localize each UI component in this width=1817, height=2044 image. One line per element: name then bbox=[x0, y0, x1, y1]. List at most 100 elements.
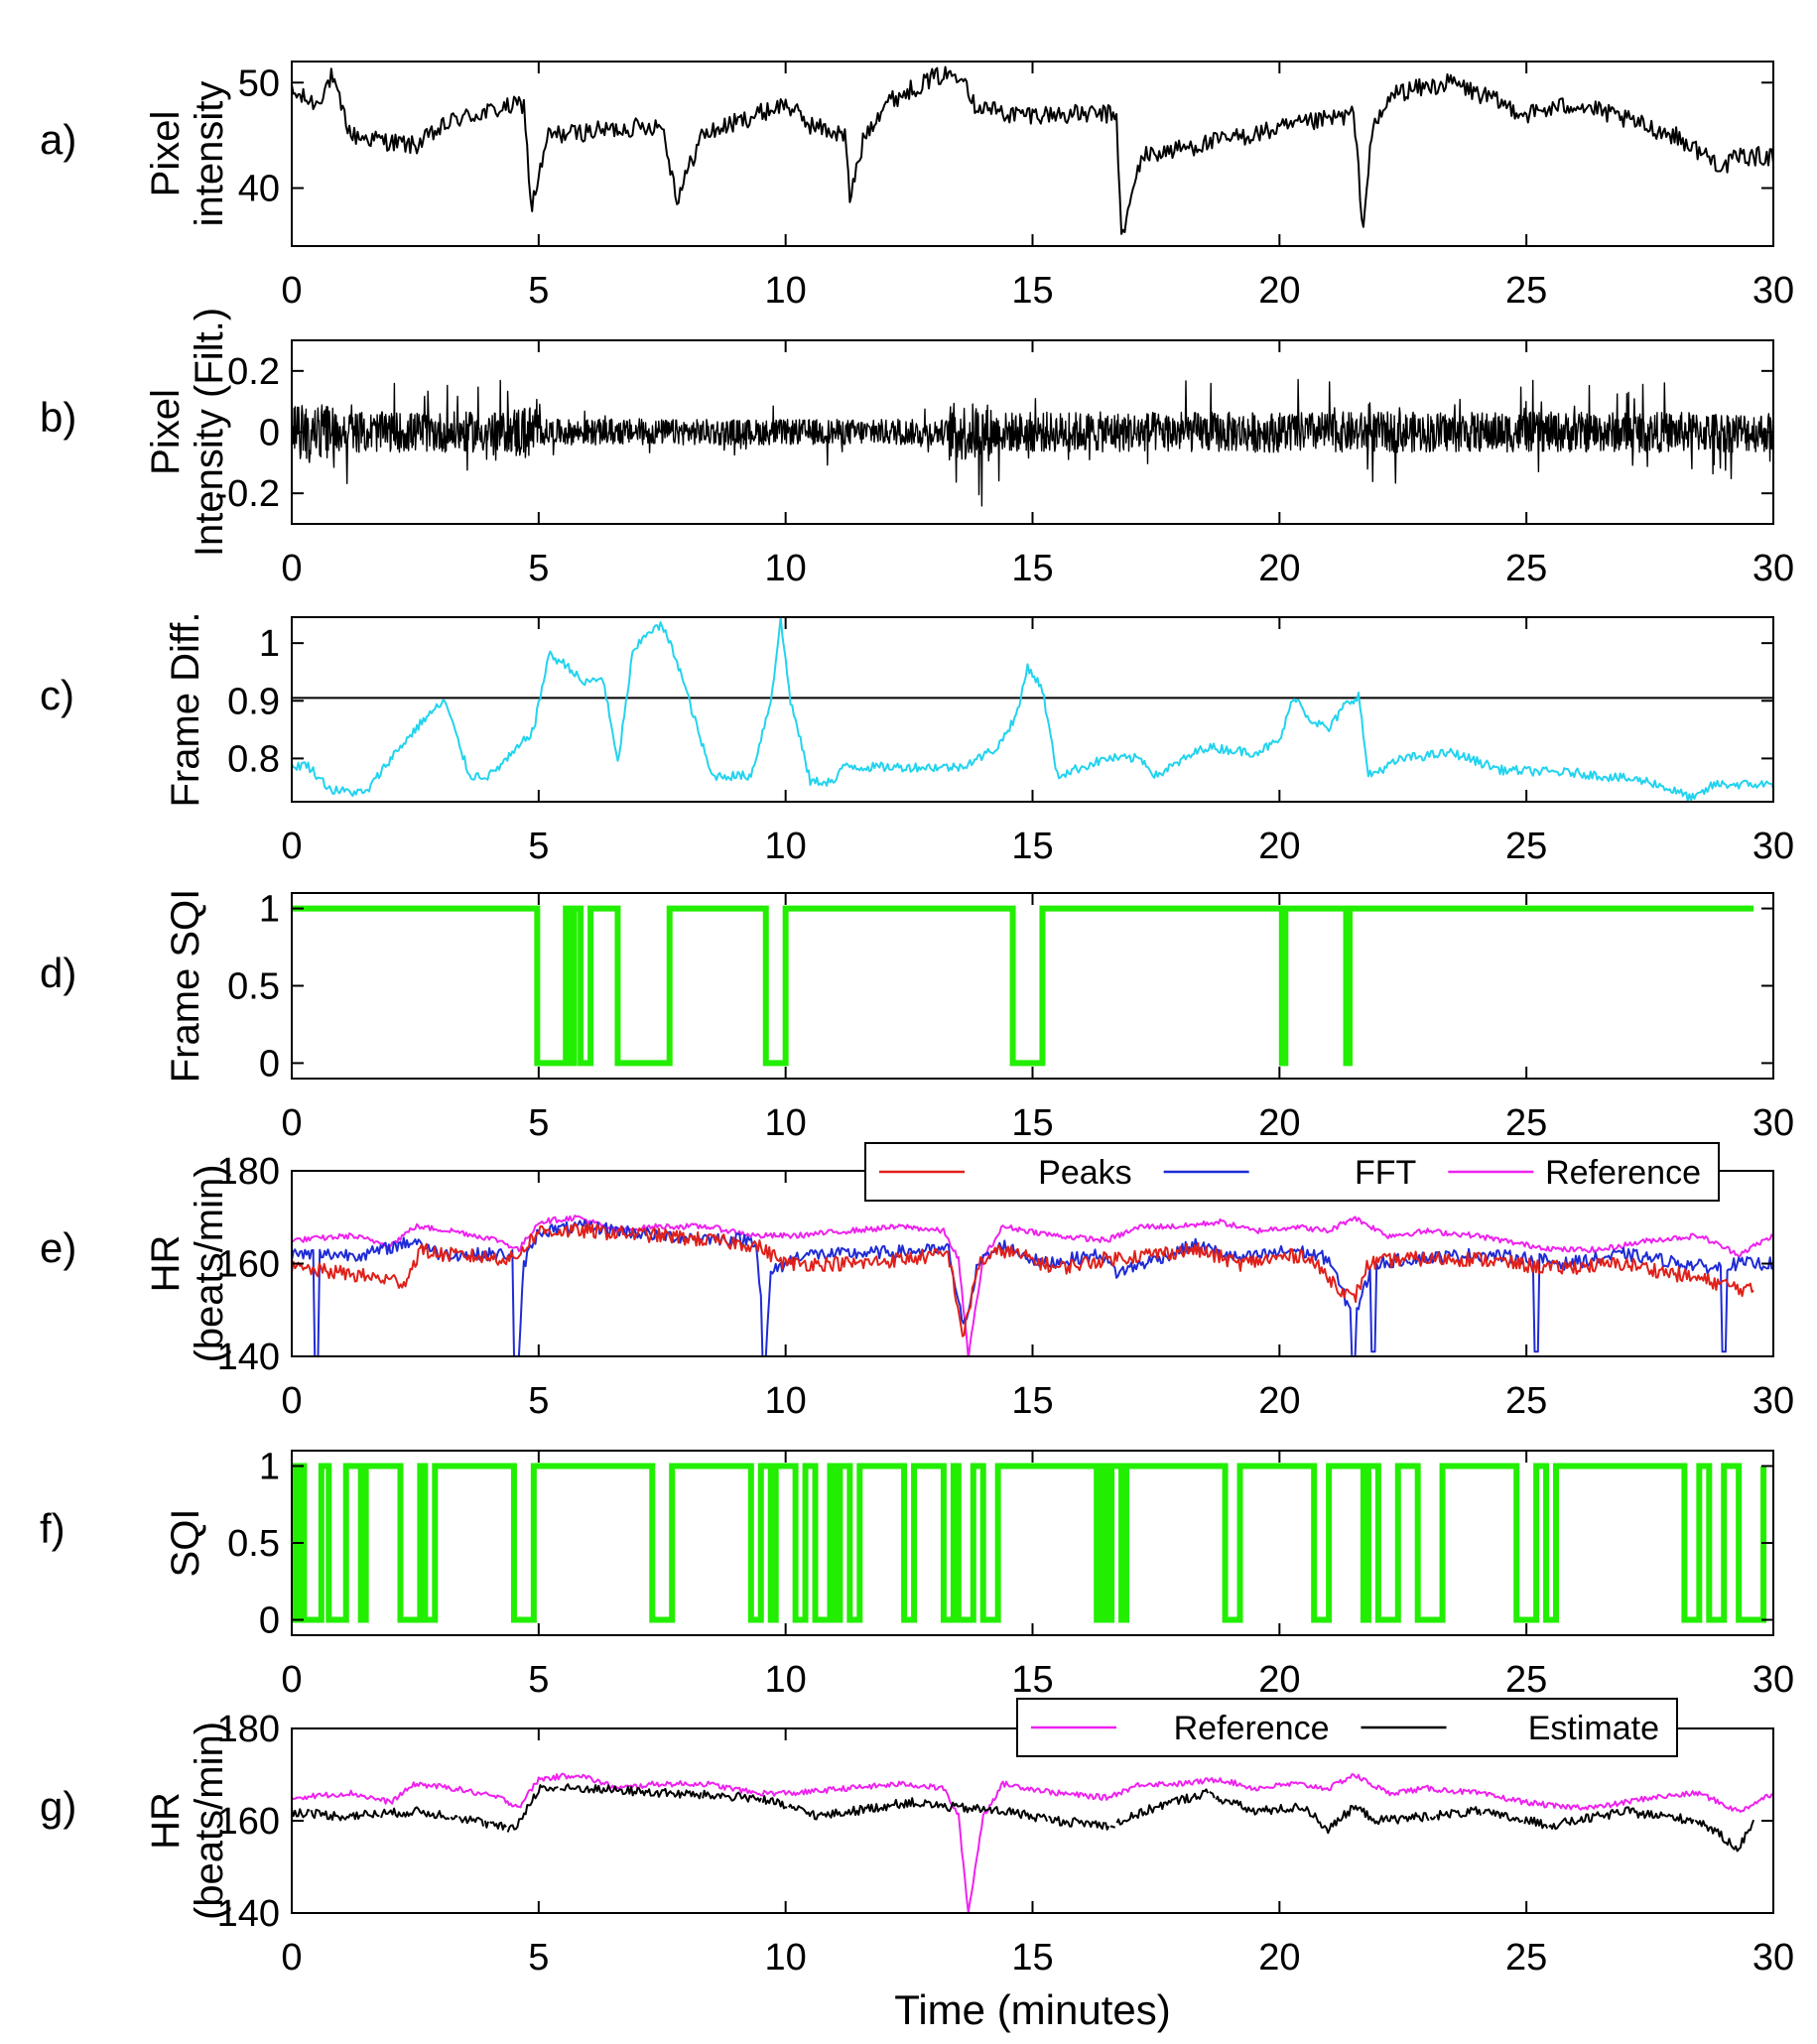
y-tick-label: 0.9 bbox=[227, 681, 280, 722]
series-line bbox=[292, 617, 1773, 802]
plot-area bbox=[292, 1463, 1767, 1623]
x-tick-label: 10 bbox=[765, 1102, 807, 1144]
x-tick-label: 20 bbox=[1258, 826, 1300, 867]
x-tick-label: 30 bbox=[1752, 548, 1794, 589]
y-tick-label: 160 bbox=[217, 1801, 280, 1843]
x-tick-label: 0 bbox=[281, 1102, 302, 1144]
plot-area bbox=[292, 65, 1773, 235]
x-tick-label: 10 bbox=[765, 1937, 807, 1979]
x-tick-label: 15 bbox=[1011, 270, 1053, 312]
x-tick-label: 0 bbox=[281, 1659, 302, 1701]
x-tick-label: 15 bbox=[1011, 1380, 1053, 1422]
sqi-step-line bbox=[292, 905, 1754, 1067]
y-tick-label: 1 bbox=[259, 623, 280, 665]
x-tick-label: 30 bbox=[1752, 270, 1794, 312]
axes-box bbox=[291, 61, 1774, 247]
x-tick-label: 0 bbox=[281, 1937, 302, 1979]
axes-box bbox=[291, 892, 1774, 1080]
panel-label: g) bbox=[40, 1783, 76, 1830]
y-axis-label: Pixel bbox=[144, 389, 188, 475]
y-tick-label: 50 bbox=[238, 63, 280, 104]
y-tick-label: 40 bbox=[238, 169, 280, 210]
legend-box bbox=[864, 1142, 1720, 1202]
plot-area bbox=[292, 378, 1773, 507]
y-tick-label: 0 bbox=[259, 1043, 280, 1085]
x-tick-label: 25 bbox=[1505, 1937, 1547, 1979]
y-tick-label: 0.5 bbox=[227, 1523, 280, 1565]
x-tick-label: 5 bbox=[528, 1659, 549, 1701]
y-tick-label: 140 bbox=[217, 1337, 280, 1378]
y-tick-label: 1 bbox=[259, 889, 280, 931]
y-axis-label: Frame Diff. bbox=[164, 611, 207, 807]
legend: Peaks FFT Reference bbox=[864, 1142, 1720, 1202]
x-tick-label: 30 bbox=[1752, 1102, 1794, 1144]
y-tick-label: 0.8 bbox=[227, 738, 280, 780]
x-tick-label: 20 bbox=[1258, 1937, 1300, 1979]
x-tick-label: 0 bbox=[281, 548, 302, 589]
y-axis-label: HR bbox=[144, 1792, 188, 1850]
x-tick-label: 5 bbox=[528, 548, 549, 589]
legend: Reference Estimate bbox=[1016, 1698, 1678, 1757]
y-axis-label: Intensity (Filt.) bbox=[188, 308, 231, 557]
x-tick-label: 25 bbox=[1505, 270, 1547, 312]
panel-e: 0 5 10 15 20 25 30 140 160 180 HR (beats/min) e) Peak… bbox=[40, 1142, 1794, 1422]
series-line bbox=[292, 65, 1773, 235]
y-tick-label: 140 bbox=[217, 1893, 280, 1935]
x-tick-label: 10 bbox=[765, 548, 807, 589]
fft-series-line bbox=[292, 1218, 1773, 1356]
x-tick-label: 30 bbox=[1752, 826, 1794, 867]
series-line bbox=[292, 378, 1773, 507]
x-tick-label: 5 bbox=[528, 1937, 549, 1979]
x-tick-label: 15 bbox=[1011, 548, 1053, 589]
y-axis-label: (beats/min) bbox=[188, 1722, 231, 1920]
panel-label: c) bbox=[40, 672, 74, 718]
x-tick-label: 25 bbox=[1505, 548, 1547, 589]
x-tick-label: 0 bbox=[281, 826, 302, 867]
axes-box bbox=[291, 616, 1774, 803]
y-axis-label: HR bbox=[144, 1235, 188, 1293]
y-tick-label: 160 bbox=[217, 1244, 280, 1286]
y-tick-label: -0.2 bbox=[215, 473, 280, 515]
x-tick-label: 25 bbox=[1505, 826, 1547, 867]
y-tick-label: 180 bbox=[217, 1151, 280, 1193]
x-tick-label: 10 bbox=[765, 1380, 807, 1422]
plot-area bbox=[292, 617, 1773, 802]
legend-label: FFT bbox=[1355, 1154, 1416, 1192]
plot-area bbox=[292, 1772, 1773, 1913]
legend-label: Reference bbox=[1174, 1710, 1330, 1747]
panel-label: a) bbox=[40, 116, 76, 163]
panel-f: 0 5 10 15 20 25 30 0 0.5 1 SQI f) bbox=[40, 1447, 1794, 1702]
x-tick-label: 15 bbox=[1011, 1102, 1053, 1144]
plot-area bbox=[292, 905, 1754, 1067]
panel-d: 0 5 10 15 20 25 30 0 0.5 1 Frame SQI d) bbox=[40, 889, 1794, 1144]
x-axis-label: Time (minutes) bbox=[894, 1986, 1170, 2033]
legend-box bbox=[1016, 1698, 1678, 1757]
y-tick-label: 0 bbox=[259, 1600, 280, 1642]
x-tick-label: 10 bbox=[765, 826, 807, 867]
peaks-series-line bbox=[292, 1222, 1754, 1338]
x-tick-label: 5 bbox=[528, 1102, 549, 1144]
x-tick-label: 25 bbox=[1505, 1380, 1547, 1422]
x-tick-label: 20 bbox=[1258, 1659, 1300, 1701]
x-tick-label: 30 bbox=[1752, 1659, 1794, 1701]
estimate-series-line bbox=[292, 1783, 1755, 1852]
y-tick-label: 180 bbox=[217, 1709, 280, 1750]
x-tick-label: 0 bbox=[281, 270, 302, 312]
sqi-step-line bbox=[292, 1463, 1767, 1623]
x-tick-label: 15 bbox=[1011, 1659, 1053, 1701]
y-tick-label: 1 bbox=[259, 1447, 280, 1488]
panel-label: f) bbox=[40, 1505, 65, 1552]
x-tick-label: 5 bbox=[528, 270, 549, 312]
panel-a: 0 5 10 15 20 25 30 40 50 Pixel intensity a) bbox=[40, 61, 1794, 312]
x-tick-label: 25 bbox=[1505, 1659, 1547, 1701]
x-tick-label: 20 bbox=[1258, 1102, 1300, 1144]
x-tick-label: 20 bbox=[1258, 548, 1300, 589]
panel-label: e) bbox=[40, 1224, 76, 1271]
y-axis-label: intensity bbox=[188, 81, 231, 227]
panel-label: b) bbox=[40, 394, 76, 441]
x-tick-label: 15 bbox=[1011, 1937, 1053, 1979]
y-axis-label: (beats/min) bbox=[188, 1164, 231, 1362]
x-tick-label: 10 bbox=[765, 270, 807, 312]
x-tick-label: 0 bbox=[281, 1380, 302, 1422]
